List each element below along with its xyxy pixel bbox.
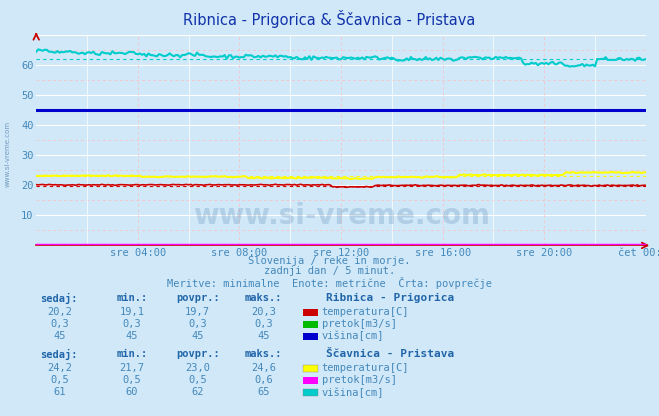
Text: min.:: min.: (116, 349, 148, 359)
Text: maks.:: maks.: (245, 293, 282, 303)
Text: 0,6: 0,6 (254, 375, 273, 385)
Text: sedaj:: sedaj: (41, 293, 78, 305)
Text: maks.:: maks.: (245, 349, 282, 359)
Text: 24,6: 24,6 (251, 363, 276, 373)
Text: 0,3: 0,3 (254, 319, 273, 329)
Text: 0,3: 0,3 (188, 319, 207, 329)
Text: 45: 45 (192, 331, 204, 341)
Text: 21,7: 21,7 (119, 363, 144, 373)
Text: Ribnica - Prigorica: Ribnica - Prigorica (326, 293, 455, 303)
Text: 23,0: 23,0 (185, 363, 210, 373)
Text: 0,3: 0,3 (123, 319, 141, 329)
Text: www.si-vreme.com: www.si-vreme.com (192, 203, 490, 230)
Text: temperatura[C]: temperatura[C] (322, 363, 409, 373)
Text: pretok[m3/s]: pretok[m3/s] (322, 375, 397, 385)
Text: 0,5: 0,5 (50, 375, 69, 385)
Text: 61: 61 (53, 387, 65, 397)
Text: povpr.:: povpr.: (176, 349, 219, 359)
Text: www.si-vreme.com: www.si-vreme.com (5, 121, 11, 187)
Text: zadnji dan / 5 minut.: zadnji dan / 5 minut. (264, 266, 395, 276)
Text: 0,3: 0,3 (50, 319, 69, 329)
Text: Ribnica - Prigorica & Ščavnica - Pristava: Ribnica - Prigorica & Ščavnica - Pristav… (183, 10, 476, 28)
Text: 20,3: 20,3 (251, 307, 276, 317)
Text: 20,2: 20,2 (47, 307, 72, 317)
Text: sedaj:: sedaj: (41, 349, 78, 361)
Text: 45: 45 (53, 331, 65, 341)
Text: 60: 60 (126, 387, 138, 397)
Text: temperatura[C]: temperatura[C] (322, 307, 409, 317)
Text: 0,5: 0,5 (188, 375, 207, 385)
Text: 45: 45 (126, 331, 138, 341)
Text: 19,7: 19,7 (185, 307, 210, 317)
Text: Meritve: minimalne  Enote: metrične  Črta: povprečje: Meritve: minimalne Enote: metrične Črta:… (167, 277, 492, 289)
Text: Slovenija / reke in morje.: Slovenija / reke in morje. (248, 256, 411, 266)
Text: Ščavnica - Pristava: Ščavnica - Pristava (326, 349, 455, 359)
Text: 0,5: 0,5 (123, 375, 141, 385)
Text: višina[cm]: višina[cm] (322, 387, 384, 398)
Text: 65: 65 (258, 387, 270, 397)
Text: 45: 45 (258, 331, 270, 341)
Text: 24,2: 24,2 (47, 363, 72, 373)
Text: min.:: min.: (116, 293, 148, 303)
Text: pretok[m3/s]: pretok[m3/s] (322, 319, 397, 329)
Text: 62: 62 (192, 387, 204, 397)
Text: višina[cm]: višina[cm] (322, 331, 384, 342)
Text: povpr.:: povpr.: (176, 293, 219, 303)
Text: 19,1: 19,1 (119, 307, 144, 317)
